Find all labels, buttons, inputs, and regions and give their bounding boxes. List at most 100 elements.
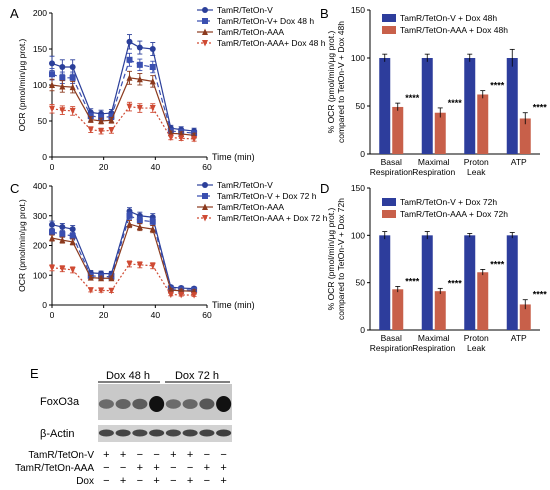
y-tick-label: 150 bbox=[33, 44, 47, 54]
data-point bbox=[108, 116, 115, 124]
x-tick-label: Respiration bbox=[412, 343, 455, 353]
bar bbox=[379, 58, 391, 154]
y-tick-label: 0 bbox=[360, 149, 365, 159]
significance-label: **** bbox=[448, 98, 463, 108]
y-tick-label: 0 bbox=[360, 325, 365, 335]
series-line bbox=[72, 228, 92, 274]
data-point bbox=[167, 291, 174, 299]
data-point bbox=[108, 113, 115, 120]
data-point bbox=[87, 112, 94, 119]
series-line bbox=[72, 77, 92, 117]
significance-label: **** bbox=[405, 276, 420, 286]
data-point bbox=[149, 105, 156, 112]
blot-band-actin bbox=[132, 429, 148, 437]
blot-sign: + bbox=[220, 475, 226, 487]
blot-sign: + bbox=[103, 449, 109, 461]
blot-sign: − bbox=[120, 462, 126, 474]
legend-label: TamR/TetOn-AAA bbox=[217, 202, 284, 212]
blot-sign: + bbox=[187, 449, 193, 461]
y-axis-label: compared to TetOn-V + Dox 48h bbox=[336, 21, 346, 143]
data-point bbox=[126, 56, 133, 63]
bar bbox=[421, 235, 433, 330]
blot-group-label-72h: Dox 72 h bbox=[175, 370, 219, 382]
legend-label: TamR/TetOn-V bbox=[217, 180, 273, 190]
blot-sign: + bbox=[137, 462, 143, 474]
bar bbox=[392, 106, 404, 154]
data-point bbox=[126, 74, 133, 81]
blot-band-foxo3a bbox=[182, 399, 198, 409]
legend-marker bbox=[202, 18, 208, 24]
blot-sign: + bbox=[204, 462, 210, 474]
data-point bbox=[191, 136, 198, 143]
data-point bbox=[59, 74, 66, 81]
legend-label: TamR/TetOn-AAA + Dox 48h bbox=[400, 25, 508, 35]
data-point bbox=[136, 217, 143, 224]
data-point bbox=[167, 286, 174, 294]
y-tick-label: 200 bbox=[33, 241, 47, 251]
bar bbox=[434, 291, 446, 330]
panel-letter-c: C bbox=[10, 181, 19, 196]
series-line bbox=[72, 269, 92, 291]
bar bbox=[519, 118, 531, 154]
x-tick-label: ATP bbox=[511, 333, 527, 343]
x-tick-label: Maximal bbox=[418, 157, 450, 167]
blot-sign: + bbox=[120, 449, 126, 461]
data-point bbox=[69, 232, 76, 239]
x-tick-label: Proton bbox=[464, 333, 489, 343]
data-point bbox=[126, 260, 133, 268]
blot-sign: + bbox=[153, 475, 159, 487]
legend: TamR/TetOn-V + Dox 72h TamR/TetOn-AAA + D… bbox=[382, 197, 508, 219]
y-tick-label: 50 bbox=[356, 101, 366, 111]
blot-band-foxo3a bbox=[115, 399, 131, 409]
blot-row-label-tetonaaa: TamR/TetOn-AAA bbox=[15, 463, 94, 474]
data-point bbox=[126, 212, 133, 219]
x-tick-label: 20 bbox=[99, 310, 109, 320]
y-tick-label: 300 bbox=[33, 211, 47, 221]
blot-row-label-dox: Dox bbox=[76, 476, 94, 487]
legend-label: TamR/TetOn-V+ Dox 48 h bbox=[217, 16, 314, 26]
legend-label: TamR/TetOn-V + Dox 48h bbox=[400, 13, 497, 23]
significance-label: **** bbox=[490, 259, 505, 269]
data-point bbox=[59, 236, 66, 244]
series-line bbox=[110, 211, 131, 274]
data-point bbox=[108, 274, 115, 282]
bar bbox=[506, 58, 518, 154]
series-3 bbox=[49, 260, 198, 299]
x-tick-label: Maximal bbox=[418, 333, 450, 343]
series-line bbox=[152, 107, 172, 138]
data-point bbox=[59, 64, 66, 70]
series-0 bbox=[49, 34, 198, 135]
data-point bbox=[49, 71, 55, 78]
series-line bbox=[152, 221, 172, 289]
bar bbox=[464, 235, 476, 330]
bar bbox=[464, 58, 476, 154]
data-point bbox=[87, 116, 94, 123]
series-line bbox=[110, 215, 131, 277]
data-point bbox=[98, 287, 105, 294]
blot-band-label-foxo3a: FoxO3a bbox=[40, 396, 80, 408]
y-axis-label: OCR (pmol/min/μg prot.) bbox=[17, 199, 27, 292]
x-tick-label: 60 bbox=[202, 310, 212, 320]
panel-letter-d: D bbox=[320, 181, 329, 196]
data-point bbox=[49, 264, 55, 272]
series-line bbox=[51, 108, 73, 112]
data-point bbox=[191, 292, 198, 299]
y-tick-label: 0 bbox=[42, 300, 47, 310]
y-tick-label: 0 bbox=[42, 152, 47, 162]
blot-band-actin bbox=[182, 429, 198, 437]
significance-label: **** bbox=[405, 93, 420, 103]
series-line bbox=[152, 81, 172, 134]
blot-sign: − bbox=[170, 475, 176, 487]
series-3 bbox=[49, 101, 198, 143]
series-line bbox=[110, 77, 131, 121]
blot-band-actin bbox=[98, 429, 114, 437]
series-line bbox=[152, 265, 172, 295]
chart-panel-a: 0 20 40 60 0 50 100 150 200 Time (min) OCR (pmol/m… bbox=[17, 5, 326, 172]
data-point bbox=[178, 135, 185, 142]
data-point bbox=[149, 77, 156, 85]
bar bbox=[421, 58, 433, 154]
legend-marker bbox=[202, 203, 208, 210]
data-point bbox=[69, 83, 76, 91]
x-tick-label: Leak bbox=[467, 167, 486, 177]
